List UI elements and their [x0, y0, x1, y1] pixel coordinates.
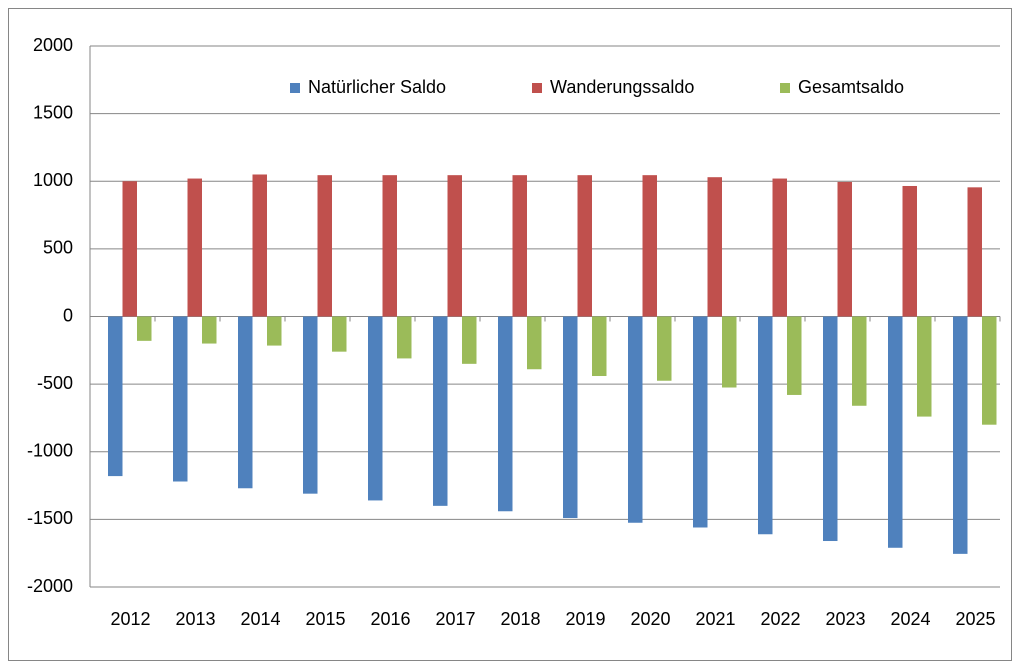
x-tick-label: 2015: [305, 609, 345, 629]
x-tick-label: 2025: [955, 609, 995, 629]
bar: [787, 316, 802, 395]
bar: [202, 316, 217, 344]
bar: [498, 316, 513, 512]
x-tick-label: 2018: [500, 609, 540, 629]
bar: [317, 175, 332, 317]
bar: [527, 316, 542, 370]
bar: [187, 178, 202, 317]
bar: [512, 175, 527, 317]
bar: [693, 316, 708, 528]
y-tick-label: -500: [37, 373, 73, 393]
x-tick-label: 2012: [110, 609, 150, 629]
legend-marker: [290, 83, 300, 93]
legend-marker: [780, 83, 790, 93]
bar: [368, 316, 383, 501]
y-tick-label: 1000: [33, 170, 73, 190]
bar: [707, 177, 722, 317]
bar: [462, 316, 477, 364]
x-tick-label: 2023: [825, 609, 865, 629]
x-tick-label: 2013: [175, 609, 215, 629]
bar: [252, 174, 267, 317]
bar: [122, 181, 137, 317]
bar: [888, 316, 903, 548]
bar: [657, 316, 672, 381]
bar: [953, 316, 968, 554]
legend-label: Natürlicher Saldo: [308, 77, 446, 97]
bar: [447, 175, 462, 317]
bar: [137, 316, 152, 341]
y-tick-label: -2000: [27, 576, 73, 596]
bar: [902, 185, 917, 317]
bar: [433, 316, 448, 506]
bar: [917, 316, 932, 417]
bar: [837, 181, 852, 317]
y-tick-label: -1500: [27, 508, 73, 528]
x-tick-label: 2014: [240, 609, 280, 629]
bar: [173, 316, 188, 482]
y-tick-label: 500: [43, 238, 73, 258]
bar: [642, 175, 657, 317]
bar: [108, 316, 123, 477]
bar: [967, 187, 982, 317]
x-tick-label: 2017: [435, 609, 475, 629]
bar: [772, 178, 787, 317]
legend-label: Gesamtsaldo: [798, 77, 904, 97]
x-tick-label: 2022: [760, 609, 800, 629]
bar: [628, 316, 643, 523]
bar: [267, 316, 282, 346]
y-tick-label: 1500: [33, 102, 73, 122]
legend-marker: [532, 83, 542, 93]
x-tick-label: 2021: [695, 609, 735, 629]
bar: [722, 316, 737, 388]
bar: [303, 316, 318, 494]
bar: [382, 175, 397, 317]
bar: [823, 316, 838, 542]
y-tick-label: -1000: [27, 441, 73, 461]
bar: [397, 316, 412, 359]
x-tick-label: 2016: [370, 609, 410, 629]
bar: [577, 175, 592, 317]
x-tick-label: 2019: [565, 609, 605, 629]
legend-label: Wanderungssaldo: [550, 77, 694, 97]
bar: [563, 316, 578, 519]
bar: [982, 316, 997, 425]
bar: [852, 316, 867, 406]
bar: [592, 316, 607, 377]
y-tick-label: 2000: [33, 35, 73, 55]
y-tick-label: 0: [63, 305, 73, 325]
legend-box: [245, 68, 935, 110]
x-tick-label: 2020: [630, 609, 670, 629]
bar: [238, 316, 253, 489]
bar: [758, 316, 773, 535]
x-tick-label: 2024: [890, 609, 930, 629]
bar: [332, 316, 347, 352]
